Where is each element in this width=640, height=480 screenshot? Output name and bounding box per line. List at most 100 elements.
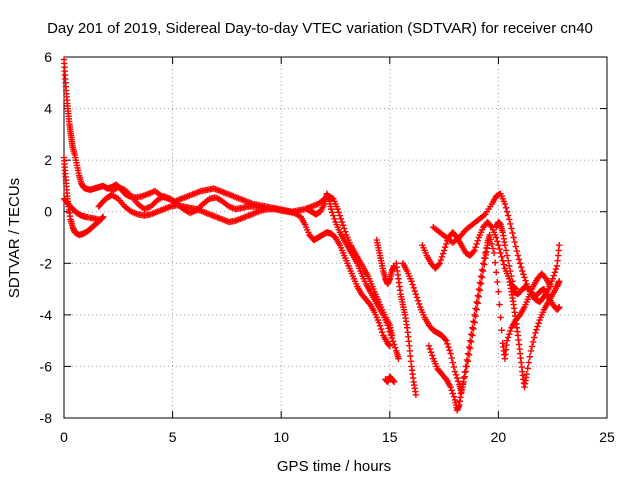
data-point — [466, 345, 474, 352]
data-point — [533, 326, 540, 333]
data-point — [508, 225, 515, 232]
y-tick-label: 4 — [44, 101, 52, 117]
data-point — [335, 209, 342, 216]
data-point — [378, 329, 386, 336]
data-point — [445, 343, 452, 351]
data-point — [477, 280, 485, 288]
data-point — [509, 278, 516, 285]
data-point — [503, 252, 511, 259]
data-point — [386, 342, 393, 349]
data-point — [502, 247, 510, 254]
data-point — [519, 267, 526, 275]
data-point — [486, 231, 493, 239]
data-point — [496, 301, 503, 308]
data-point — [392, 344, 399, 351]
data-point — [452, 371, 460, 379]
data-point — [386, 328, 393, 335]
data-point — [504, 334, 512, 341]
data-point — [495, 288, 502, 295]
data-point — [443, 240, 450, 248]
data-point — [502, 204, 510, 212]
data-point — [473, 298, 480, 306]
data-point — [504, 257, 512, 264]
data-point — [468, 330, 475, 338]
y-axis-label: SDTVAR / TECUs — [6, 178, 23, 298]
x-tick-label: 10 — [273, 429, 289, 445]
data-point — [476, 279, 484, 286]
data-point — [465, 351, 473, 359]
x-tick-labels: 0 5 10 15 20 25 — [60, 429, 615, 445]
data-point — [477, 272, 485, 280]
data-point — [506, 330, 513, 338]
data-point — [413, 294, 421, 301]
data-point — [521, 274, 528, 281]
data-point — [549, 275, 556, 282]
data-point — [497, 314, 504, 321]
data-point — [550, 272, 557, 279]
data-point — [556, 303, 563, 311]
data-point — [507, 267, 514, 275]
data-point — [447, 383, 454, 391]
data-point — [463, 356, 471, 364]
data-point — [427, 349, 435, 356]
data-point — [471, 247, 478, 254]
data-point — [441, 374, 449, 382]
satellite-track-14 — [430, 190, 563, 306]
data-point — [497, 249, 504, 257]
data-point — [556, 242, 563, 249]
satellite-track-16 — [493, 218, 519, 293]
data-point — [465, 343, 473, 351]
data-point — [451, 368, 459, 375]
data-point — [444, 340, 451, 348]
satellite-track-7 — [304, 190, 402, 362]
data-point — [342, 228, 349, 235]
data-point — [493, 234, 500, 241]
data-markers — [60, 56, 563, 414]
data-point — [470, 318, 477, 325]
x-axis-label: GPS time / hours — [277, 458, 391, 475]
data-point — [535, 320, 542, 327]
data-point — [449, 390, 456, 397]
data-point — [479, 267, 487, 275]
data-point — [428, 352, 436, 359]
data-point — [501, 200, 509, 208]
data-point — [534, 323, 541, 330]
data-point — [388, 334, 396, 342]
data-point — [524, 365, 531, 372]
data-point — [390, 341, 398, 348]
data-point — [390, 378, 398, 386]
data-point — [478, 266, 486, 273]
data-point — [425, 342, 433, 349]
data-point — [496, 245, 503, 253]
data-point — [532, 329, 539, 337]
data-point — [409, 281, 416, 288]
satellite-track-13 — [419, 218, 563, 313]
data-point — [498, 327, 505, 334]
data-point — [529, 338, 537, 346]
data-point — [464, 358, 472, 365]
data-point — [523, 370, 530, 378]
y-tick-label: 6 — [44, 49, 52, 65]
data-point — [459, 380, 466, 388]
data-point — [340, 225, 348, 232]
satellite-track-15 — [506, 275, 563, 391]
satellite-track-10 — [393, 260, 420, 398]
data-point — [474, 292, 481, 299]
data-point — [435, 261, 442, 268]
data-point — [455, 378, 462, 385]
data-point — [499, 257, 506, 264]
data-point — [436, 260, 443, 267]
data-point — [384, 321, 391, 329]
data-point — [474, 237, 481, 244]
data-point — [473, 240, 480, 248]
data-point — [376, 322, 384, 330]
data-point — [412, 391, 420, 398]
data-point — [513, 247, 521, 255]
data-point — [441, 336, 449, 343]
x-tick-label: 0 — [60, 429, 68, 445]
data-point — [483, 244, 490, 252]
data-point — [481, 261, 488, 268]
data-point — [472, 312, 479, 320]
data-point — [437, 256, 445, 264]
data-point — [377, 325, 385, 333]
